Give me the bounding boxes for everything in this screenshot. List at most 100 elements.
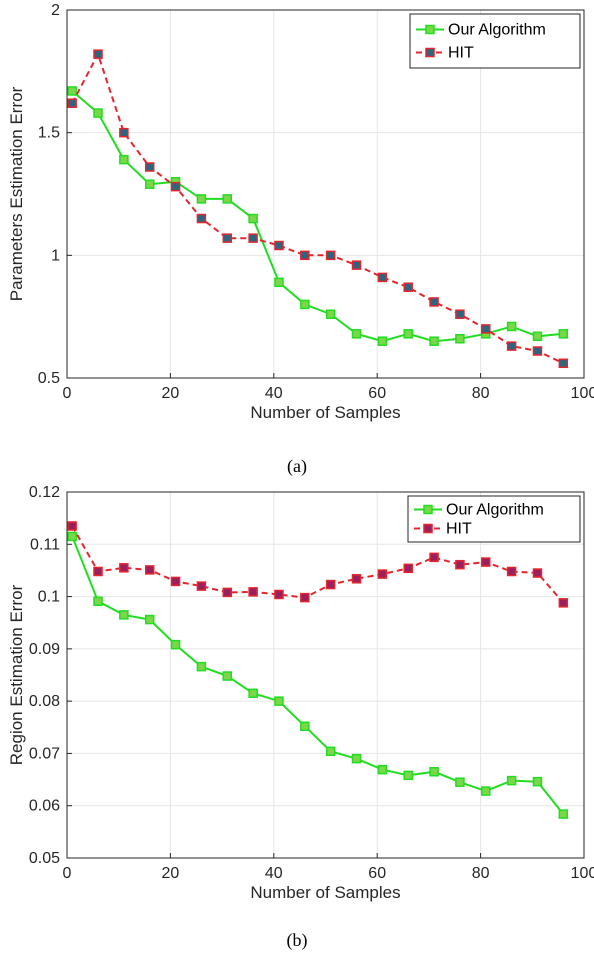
data-point [274,589,284,600]
data-point [300,250,310,261]
data-point [377,569,388,579]
legend-label: Our Algorithm [446,502,544,519]
data-point [377,764,388,775]
y-tick-label: 0.08 [29,693,60,710]
grid-lines-b [66,491,585,859]
data-point [170,639,181,650]
data-point [67,521,77,531]
data-point [144,179,155,189]
data-point [506,566,517,577]
x-tick-label: 40 [265,385,283,402]
x-tick-label: 60 [368,385,386,402]
y-tick-label: 0.09 [29,641,60,658]
x-tick-label: 100 [571,865,594,882]
data-point [403,282,413,292]
y-tick-label: 0.11 [30,536,60,553]
data-point [506,341,517,351]
data-point [455,559,465,570]
data-point [455,309,465,319]
data-point [558,598,569,608]
data-point [532,331,543,342]
data-point [481,557,491,567]
y-tick-label: 1 [51,247,60,264]
data-point [300,721,310,731]
data-point [325,250,336,261]
data-point [300,592,310,603]
data-point [455,333,465,344]
axes-box-b [66,491,585,859]
y-tick-label: 2 [51,2,60,19]
data-point [248,587,258,597]
legend-marker [425,24,435,35]
legend-label: Our Algorithm [448,22,546,39]
y-tick-label: 1.5 [38,125,60,142]
data-point [532,346,543,356]
legend-box [409,13,581,69]
data-point [222,671,233,681]
legend-box [407,495,581,543]
data-point [481,786,491,796]
data-point [248,233,258,243]
x-tick-label: 100 [571,385,594,402]
x-tick-label: 20 [162,865,180,882]
data-point [351,753,362,764]
data-point [351,329,362,339]
data-point [377,272,388,283]
x-tick-label: 80 [472,385,490,402]
data-point [532,776,543,787]
series-line-our-algorithm [71,536,565,815]
x-axis-label-b: Number of Samples [250,883,400,902]
plot-area-a [67,49,569,369]
plot-area-b [67,521,569,819]
data-point [325,309,336,319]
data-point [119,154,129,165]
data-point [248,213,258,224]
data-point [222,194,233,204]
x-tick-label: 40 [265,865,283,882]
data-point [377,336,388,346]
y-tick-label: 0.05 [29,850,60,867]
data-point [196,194,207,204]
series-line-hit [71,51,564,365]
caption-a: (a) [287,456,307,477]
data-point [558,809,569,819]
x-tick-label: 20 [162,385,180,402]
data-point [325,579,336,590]
y-tick-label: 0.12 [29,484,60,501]
data-point [93,49,103,59]
data-point [248,688,258,699]
tick-labels-a: 0 20 40 60 80 100 0.5 1 1.5 2 [38,2,594,402]
chart-a: 0 20 40 60 80 100 0.5 1 1.5 2 Number of Samples P… [7,2,594,477]
data-point [403,770,413,781]
x-tick-label: 80 [472,865,490,882]
data-point [67,86,77,96]
data-point [222,233,233,243]
tick-labels-b: 0 20 40 60 80 100 0.05 0.06 0.07 0.08 0.09 0.1 0.11 0… [29,484,594,882]
data-point [351,574,362,584]
y-tick-label: 0.06 [29,798,60,815]
legend-a: Our Algorithm HIT [409,13,581,69]
data-point [558,329,569,339]
data-point [455,777,465,787]
data-point [274,277,284,288]
x-tick-label: 60 [368,865,386,882]
data-point [300,299,310,310]
data-point [403,329,413,339]
chart-b: 0 20 40 60 80 100 0.05 0.06 0.07 0.08 0.09 0.1 0.11 0… [7,484,594,951]
data-point [481,324,491,334]
data-point [403,563,413,574]
x-tick-label: 0 [63,385,72,402]
caption-b: (b) [287,930,308,951]
legend-label: HIT [448,45,474,62]
data-point [506,775,517,786]
data-point [170,576,181,587]
data-point [506,321,517,332]
data-point [429,552,439,563]
data-point [274,240,284,251]
data-point [196,213,207,224]
legend-label: HIT [446,521,472,538]
data-point [144,565,155,575]
data-point [222,587,233,598]
data-point [325,746,336,757]
y-axis-label-a: Parameters Estimation Error [7,86,26,301]
